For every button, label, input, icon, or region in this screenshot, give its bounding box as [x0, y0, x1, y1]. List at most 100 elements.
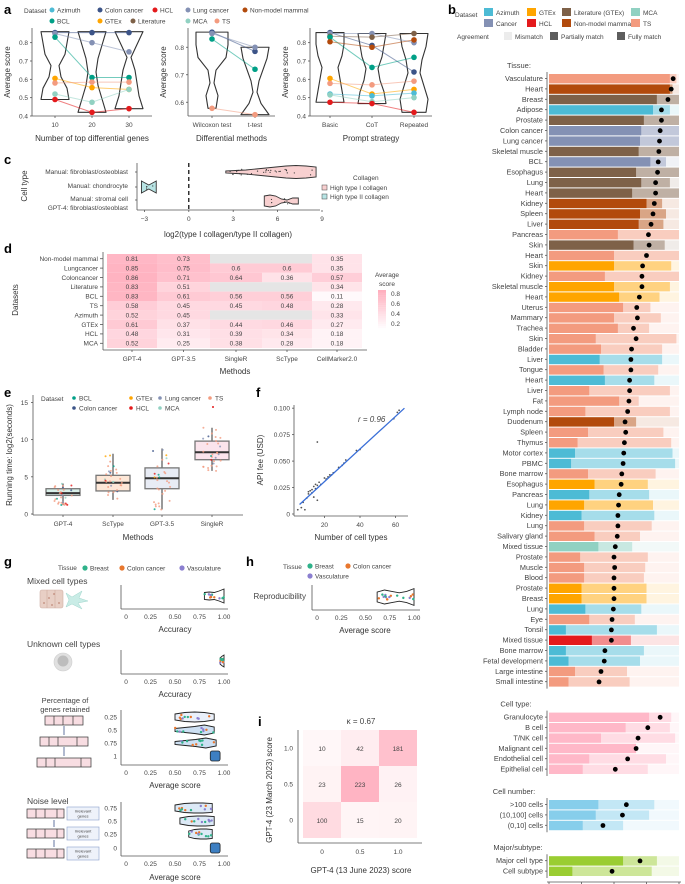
panel-label-g: g: [4, 554, 12, 569]
mean-score-dot: [598, 669, 604, 674]
data-point: [212, 406, 214, 408]
cell-nucleus: [48, 597, 50, 599]
colorbar-tick: 0.2: [391, 321, 400, 328]
x-tick-label: 40: [356, 522, 364, 529]
data-point: [157, 473, 160, 476]
mean-score-dot: [656, 149, 662, 154]
data-point: [110, 484, 113, 487]
data-point: [70, 494, 73, 497]
bar-full-match: [549, 723, 626, 733]
data-point: [155, 476, 158, 479]
bar-full-match: [549, 733, 601, 743]
legend-marker: [82, 565, 88, 571]
cell-value: 181: [393, 746, 404, 753]
data-point: [107, 465, 110, 468]
mean-score-dot: [618, 481, 624, 487]
heatmap-cell: [107, 272, 157, 283]
y-tick-label: 0.7: [175, 72, 184, 79]
data-point: [89, 79, 95, 85]
mean-score-dot: [653, 190, 658, 196]
mean-score-dot: [616, 502, 621, 508]
cell-value: 20: [394, 818, 402, 825]
x-tick-label: ScType: [102, 521, 124, 528]
x-tick-label: Basic: [322, 122, 339, 129]
row-label: Kidney: [521, 511, 544, 520]
data-point: [158, 476, 161, 479]
legend-swatch: [321, 193, 328, 200]
x-tick-label: CoT: [366, 122, 378, 129]
data-point: [237, 169, 239, 171]
bar-full-match: [549, 323, 618, 333]
legend-marker: [119, 565, 125, 571]
data-point: [267, 169, 269, 172]
y-tick-label: 0.75: [104, 741, 117, 748]
bar-full-match: [549, 866, 573, 876]
data-point: [318, 481, 321, 484]
legend-swatch: [484, 19, 493, 27]
y-tick-label: 15: [21, 400, 29, 407]
y-tick-label: 10: [21, 437, 29, 444]
legend-entry: HCL: [539, 21, 552, 28]
data-point: [89, 29, 95, 36]
data-point: [411, 69, 417, 75]
legend-title: Dataset: [455, 12, 478, 19]
legend-swatch: [562, 19, 571, 27]
bar-full-match: [549, 469, 588, 479]
mean-score-dot: [635, 315, 640, 321]
colorbar-step: [378, 322, 386, 325]
bar-full-match: [549, 583, 582, 593]
y-tick-label: 0.6: [19, 77, 28, 84]
data-point: [395, 594, 399, 597]
row-label: Literature: [71, 284, 99, 291]
heatmap-cell: [157, 282, 210, 292]
data-point: [178, 730, 181, 733]
fibroblast-icon: [65, 590, 89, 610]
colorbar-tick: 0.4: [391, 311, 400, 318]
data-point: [199, 804, 202, 808]
data-point: [384, 595, 387, 598]
gene-row-icon: [44, 715, 84, 726]
data-point: [53, 500, 56, 503]
bar-full-match: [549, 334, 596, 344]
irrelevant-genes-label-2: genes: [78, 834, 89, 839]
row-label: Mammary: [511, 313, 544, 322]
heatmap-cell: [312, 282, 362, 292]
row-label: Trachea: [517, 324, 544, 333]
mean-score-dot: [609, 617, 615, 622]
cell-value: 0.35: [331, 265, 344, 272]
data-point: [270, 169, 272, 172]
data-point: [311, 488, 313, 491]
legend-marker: [129, 406, 133, 410]
legend-entry: TS: [643, 21, 652, 28]
x-tick-label: 1.00: [218, 861, 231, 868]
data-point: [369, 64, 375, 71]
heatmap-cell: [157, 301, 210, 311]
data-point: [316, 484, 319, 487]
mean-score-dot: [612, 544, 618, 550]
mean-score-dot: [633, 746, 639, 751]
legend-swatch: [562, 8, 571, 16]
legend-entry: BCL: [79, 396, 92, 403]
data-point: [190, 820, 193, 823]
bar-full-match: [549, 448, 575, 458]
subplot-title: Mixed cell types: [27, 576, 87, 586]
data-point: [207, 469, 210, 472]
data-point: [185, 739, 189, 743]
colorbar-step: [378, 290, 386, 292]
mean-score-dot: [628, 367, 634, 373]
data-point: [112, 491, 115, 494]
data-point: [207, 435, 210, 438]
mean-score-dot: [670, 76, 676, 82]
panel-label-b: b: [448, 2, 456, 17]
y-tick-label: 0.5: [297, 95, 306, 102]
colorbar-title-2: score: [379, 281, 395, 288]
data-point: [219, 661, 222, 664]
data-point: [209, 105, 215, 112]
series-line-lung-cancer: [211, 33, 256, 48]
heatmap-cell: [157, 291, 210, 301]
legend-title: Agreement: [457, 34, 489, 41]
data-point: [166, 480, 169, 483]
data-point: [146, 188, 148, 190]
data-point: [126, 49, 132, 55]
data-point: [256, 170, 259, 172]
